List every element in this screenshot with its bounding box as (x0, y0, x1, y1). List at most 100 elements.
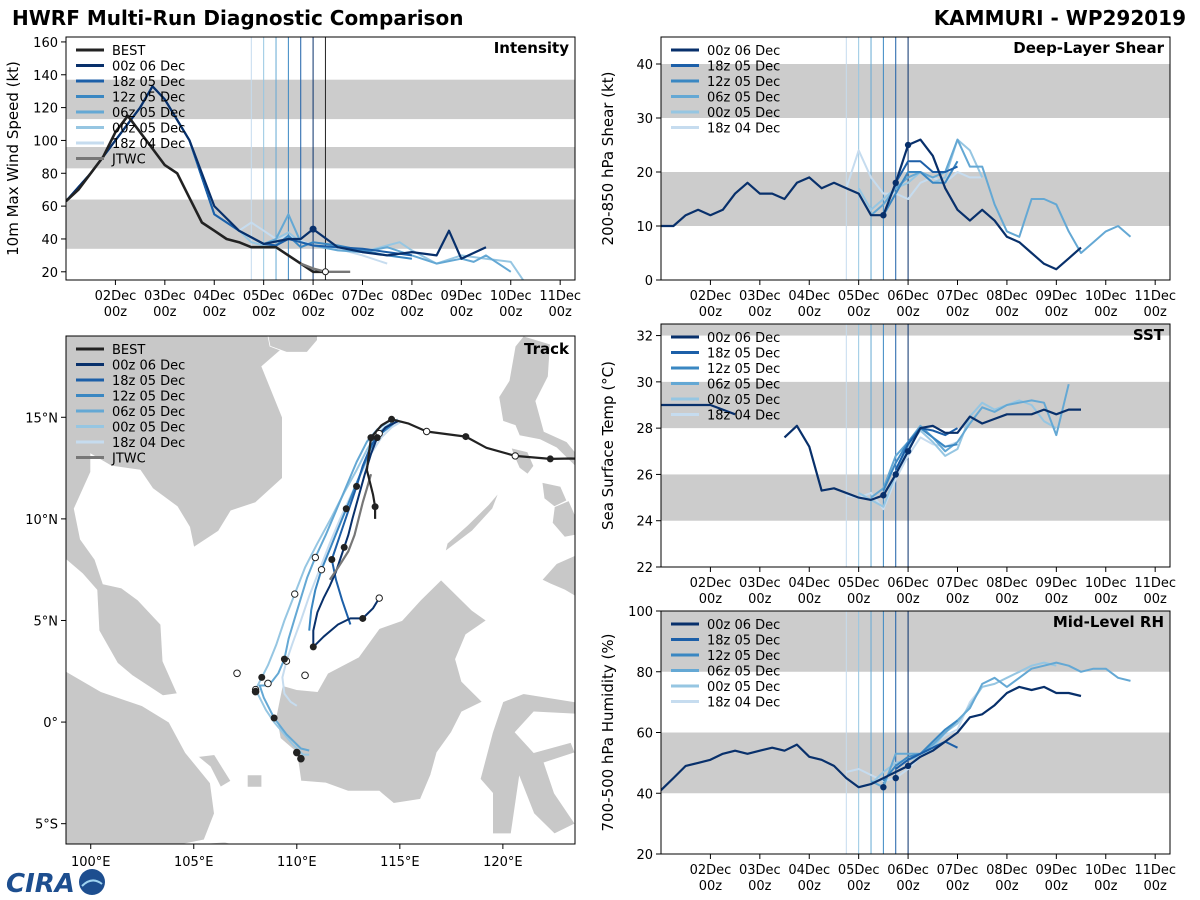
best-line (66, 114, 326, 274)
y-tick-label: 120 (33, 102, 58, 117)
land-hainan (267, 336, 318, 353)
map-legend-label-2: 18z 05 Dec (112, 374, 185, 389)
y-tick-label: 10 (636, 220, 653, 235)
x-tick-sublabel: 00z (946, 592, 970, 607)
x-tick-label: 10Dec (1085, 576, 1127, 591)
y-tick-label: 0 (645, 274, 653, 289)
x-tick-sublabel: 00z (153, 305, 177, 320)
legend-label-3: 06z 05 Dec (707, 665, 780, 680)
x-tick-label: 04Dec (788, 863, 830, 878)
logo-text: CIRA (6, 869, 75, 898)
best-end-marker (321, 268, 329, 276)
land-luzon (498, 336, 575, 467)
y-tick-label: 40 (636, 58, 653, 73)
track-4-filled-point (258, 673, 266, 681)
x-tick-label: 08Dec (391, 289, 433, 304)
land-belitung (246, 774, 263, 788)
y-tick-label: 60 (636, 727, 653, 742)
series-line-1 (894, 160, 958, 184)
y-tick-label: 40 (41, 233, 58, 248)
legend-label-2: 12z 05 Dec (707, 649, 780, 664)
best-filled-point (371, 503, 379, 511)
track-filled-point (251, 687, 260, 696)
legend-label-2: 12z 05 Dec (707, 75, 780, 90)
land-indochina (66, 336, 298, 697)
best-filled-point (546, 455, 554, 463)
track-open-point (233, 669, 241, 678)
map-y-tick-label: 0° (43, 716, 58, 731)
x-tick-sublabel: 00z (1143, 305, 1167, 320)
track-4-open-point (291, 590, 299, 598)
legend-label-1: 18z 05 Dec (707, 634, 780, 649)
panel-title: Mid-Level RH (1053, 613, 1164, 631)
y-tick-label: 80 (41, 167, 58, 182)
legend-label-4: 00z 05 Dec (707, 106, 780, 121)
x-tick-label: 06Dec (292, 289, 334, 304)
track-open-point (264, 679, 272, 688)
land-negros-cebu (551, 500, 575, 538)
series-line-0 (661, 403, 1081, 501)
map-x-tick-label: 120°E (483, 855, 523, 870)
current-marker (309, 225, 317, 233)
x-tick-label: 11Dec (1134, 863, 1176, 878)
x-tick-sublabel: 00z (748, 879, 772, 894)
map-legend-label-5: 00z 05 Dec (112, 421, 185, 436)
band-2 (66, 79, 575, 120)
panel-track: 100°E 105°E 110°E 115°E 120°E 5°S 0° 5°N 10°N 15°… (25, 335, 576, 870)
x-tick-label: 03Dec (739, 863, 781, 878)
track-filled-point (293, 748, 301, 757)
track-0-filled-point (373, 434, 381, 442)
storm-title: KAMMURI - WP292019 (933, 6, 1186, 30)
x-tick-sublabel: 00z (798, 879, 822, 894)
x-tick-label: 10Dec (490, 289, 532, 304)
best-filled-point (367, 434, 375, 442)
legend-label-1: 00z 06 Dec (112, 60, 185, 75)
x-tick-label: 05Dec (243, 289, 285, 304)
land-borneo (275, 579, 488, 804)
y-tick-label: 80 (636, 666, 653, 681)
band-0 (66, 199, 575, 249)
y-tick-label: 26 (636, 468, 653, 483)
y-tick-label: 32 (636, 330, 653, 345)
panel-shear: 01020304002Dec00z03Dec00z04Dec00z05Dec00… (599, 36, 1176, 320)
x-tick-sublabel: 00z (699, 592, 723, 607)
legend-label-4: 00z 05 Dec (707, 680, 780, 695)
x-tick-sublabel: 00z (450, 305, 474, 320)
x-tick-label: 09Dec (1035, 863, 1077, 878)
band-0 (661, 474, 1170, 521)
map-legend-label-7: JTWC (111, 452, 146, 467)
series-line-0 (661, 138, 1082, 271)
plot-frame (660, 323, 1171, 568)
x-tick-sublabel: 00z (1094, 879, 1118, 894)
x-tick-label: 04Dec (193, 289, 235, 304)
land-bangka (196, 754, 232, 788)
map-area (66, 336, 575, 844)
track-0-filled-point (309, 643, 317, 651)
x-tick-sublabel: 00z (252, 305, 276, 320)
panel-title: SST (1133, 326, 1165, 344)
x-tick-label: 08Dec (986, 576, 1028, 591)
series-line-3 (870, 138, 1132, 254)
best-open-point (511, 452, 519, 460)
land-palawan (444, 492, 500, 553)
map-legend-label-4: 06z 05 Dec (112, 405, 185, 420)
x-tick-label: 03Dec (739, 289, 781, 304)
x-tick-label: 05Dec (838, 289, 880, 304)
x-tick-label: 07Dec (342, 289, 384, 304)
x-tick-sublabel: 00z (847, 592, 871, 607)
land-mindanao (541, 555, 575, 597)
map-x-tick-label: 115°E (380, 855, 420, 870)
y-tick-label: 60 (41, 200, 58, 215)
init-marker-1 (892, 471, 899, 478)
map-legend-label-6: 18z 04 Dec (112, 436, 185, 451)
series-line-3 (870, 383, 1070, 499)
legend-label-4: 06z 05 Dec (112, 106, 185, 121)
y-tick-label: 22 (636, 561, 653, 576)
x-tick-label: 09Dec (440, 289, 482, 304)
plot-area (661, 611, 1170, 854)
x-tick-sublabel: 00z (1045, 305, 1069, 320)
track-line-3 (258, 418, 393, 752)
y-tick-label: 100 (628, 605, 653, 620)
y-axis-label: 10m Max Wind Speed (kt) (4, 61, 22, 256)
